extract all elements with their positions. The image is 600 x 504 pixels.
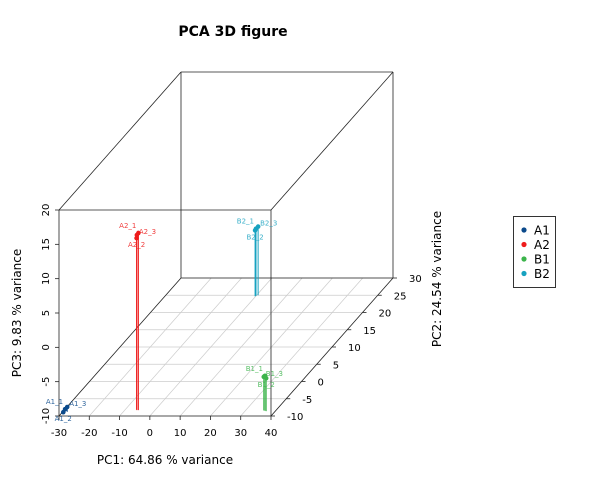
point-label: B1_1	[246, 365, 263, 373]
legend-box	[513, 216, 556, 288]
x-axis-label: PC1: 64.86 % variance	[97, 453, 233, 467]
z-tick-label: 20	[41, 204, 52, 217]
z-tick-label: -10	[41, 408, 52, 424]
point-label: B2_2	[246, 233, 263, 241]
point-label: A2_2	[128, 241, 145, 249]
legend-marker	[521, 227, 527, 233]
z-tick-label: 0	[41, 344, 52, 350]
y-tick-label: 20	[379, 309, 392, 320]
z-tick-label: -5	[41, 377, 52, 387]
legend-label: B2	[534, 267, 550, 281]
point-label: B2_1	[237, 218, 254, 226]
legend-marker	[521, 241, 527, 248]
point-label: B1_2	[258, 381, 275, 389]
y-tick-label: 0	[318, 378, 324, 389]
grid-line	[89, 277, 212, 417]
legend-marker	[521, 256, 527, 262]
chart-title: PCA 3D figure	[178, 24, 287, 40]
grid-line	[210, 277, 333, 417]
data-point	[255, 224, 261, 229]
floor-grid	[58, 277, 394, 417]
y-tick-label: -5	[302, 395, 312, 406]
y-tick-label: -10	[287, 412, 303, 423]
point-label: A2_1	[119, 222, 136, 230]
x-tick-label: 30	[234, 428, 247, 439]
data-point	[60, 409, 66, 415]
box-edge	[58, 277, 182, 417]
data-points: A1_1 A1_2 A1_3 A2_1 A2_2 A2_3 B1_1 B1_2 B1_3 B2_1…	[46, 218, 283, 424]
data-point	[252, 228, 258, 233]
point-label: A1_3	[69, 400, 86, 408]
y-tick-label: 5	[333, 360, 339, 371]
legend-marker	[521, 270, 527, 277]
x-tick-label: 40	[265, 428, 278, 439]
grid-line	[149, 277, 273, 417]
data-point	[64, 404, 70, 410]
y-tick-label: 15	[363, 326, 376, 337]
axis-ticks: -30 -20 -10 0 10 20 30 40-10-505101520-10-50510…	[41, 204, 422, 439]
grid-line	[179, 277, 303, 417]
y-axis-label: PC2: 24.54 % variance	[430, 211, 444, 347]
point-label: A1_1	[46, 398, 63, 406]
x-tick-label: -10	[111, 428, 127, 439]
data-point	[261, 374, 267, 380]
legend-label: A1	[534, 224, 550, 238]
point-label: B2_3	[260, 220, 277, 228]
point-label: A1_2	[55, 415, 72, 423]
y-tick-label: 25	[394, 291, 407, 302]
z-axis-label: PC3: 9.83 % variance	[10, 249, 24, 378]
z-tick-label: 15	[41, 238, 52, 251]
z-tick-label: 10	[41, 272, 52, 285]
x-tick-label: -20	[81, 428, 97, 439]
grid-line	[240, 277, 363, 417]
y-tick-label: 10	[348, 343, 361, 354]
x-tick-label: 20	[204, 428, 217, 439]
grid-line	[119, 277, 242, 417]
box-edge	[270, 71, 394, 211]
legend-label: A2	[534, 238, 550, 252]
data-point	[134, 232, 140, 238]
point-label: A2_3	[139, 228, 156, 236]
x-tick-label: 10	[174, 428, 187, 439]
box-edge	[58, 71, 182, 211]
x-tick-label: 0	[147, 428, 153, 439]
z-tick-label: 5	[41, 310, 52, 316]
y-tick-label: 30	[409, 274, 422, 285]
x-tick-label: -30	[51, 428, 67, 439]
point-label: B1_3	[266, 370, 283, 378]
legend-label: B1	[534, 253, 550, 267]
